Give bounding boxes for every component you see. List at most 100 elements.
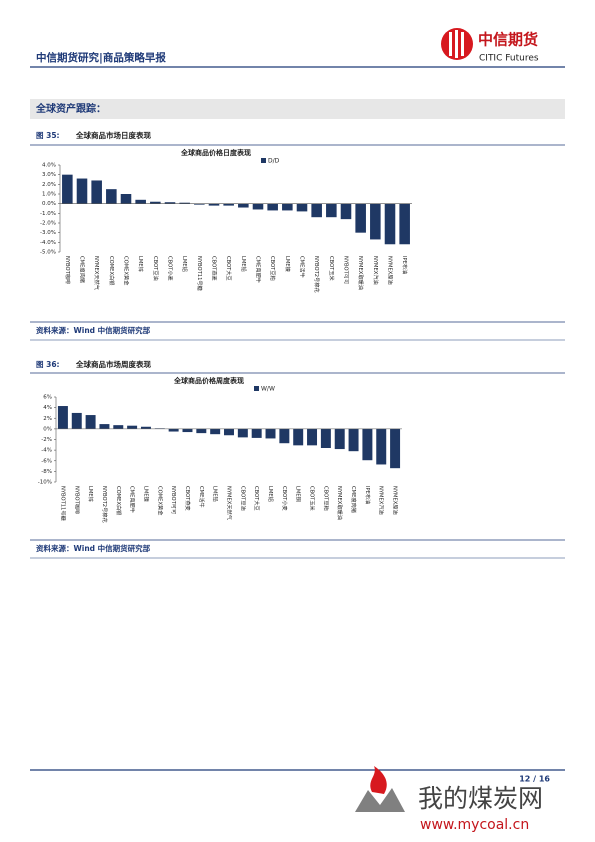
bar xyxy=(113,425,124,429)
bar xyxy=(390,428,401,469)
y-tick-label: 3.0% xyxy=(42,172,56,178)
bar xyxy=(348,428,359,452)
bar xyxy=(399,203,410,245)
legend-label: D/D xyxy=(268,158,280,165)
page-number: 12 / 16 xyxy=(519,775,550,784)
chart-title: 全球商品价格日度表现 xyxy=(180,148,251,157)
bar xyxy=(224,428,234,436)
y-tick-label: -3.0% xyxy=(40,230,56,236)
logo-stripe xyxy=(449,32,452,56)
x-tick-label: COMEX白银 xyxy=(115,486,123,516)
x-tick-label: LME铝 xyxy=(267,486,275,502)
bar xyxy=(194,203,205,205)
logo-stripe xyxy=(461,32,464,56)
x-tick-label: CBOT玉米 xyxy=(309,486,317,512)
x-tick-label: IPE布油 xyxy=(401,256,409,274)
y-tick-label: -10% xyxy=(38,480,52,486)
x-tick-label: NYMEX天然气 xyxy=(226,486,234,520)
bar xyxy=(326,203,337,218)
x-tick-label: LME铅 xyxy=(240,256,248,272)
bar xyxy=(179,202,190,204)
x-tick-label: COMEX黄金 xyxy=(123,256,131,286)
x-tick-label: NYBOT可可 xyxy=(170,486,177,514)
x-tick-label: NYMEX天然气 xyxy=(93,256,101,290)
bar xyxy=(376,428,387,465)
bar xyxy=(370,203,381,240)
bar xyxy=(99,424,110,429)
y-tick-label: -8% xyxy=(41,469,52,475)
x-tick-label: CME瘦肉猪 xyxy=(79,256,87,283)
x-tick-label: CBOT大豆 xyxy=(253,486,261,511)
bar xyxy=(334,428,345,450)
logo-en: CITIC Futures xyxy=(479,54,539,64)
legend-label: W/W xyxy=(261,386,275,393)
y-tick-label: 4.0% xyxy=(42,163,56,169)
x-tick-label: NYMEX原油 xyxy=(387,256,395,285)
figure-source: 资料来源：Wind 中信期货研究部 xyxy=(36,325,151,335)
x-tick-label: CME育肥牛 xyxy=(129,486,137,513)
logo-icon xyxy=(441,28,473,60)
bar xyxy=(251,428,262,438)
y-tick-label: 0% xyxy=(43,426,52,432)
header-title: 中信期货研究|商品策略早报 xyxy=(36,51,166,64)
watermark-name: 我的煤炭网 xyxy=(418,784,543,813)
x-tick-label: LME锌 xyxy=(87,486,95,502)
bar xyxy=(296,203,308,212)
bar xyxy=(135,199,146,204)
bar xyxy=(311,203,322,218)
x-tick-label: CBOT燕麦 xyxy=(211,256,219,282)
bar xyxy=(196,428,207,434)
section-band xyxy=(30,99,565,119)
x-tick-label: NYMEX汽油 xyxy=(372,256,380,285)
bar xyxy=(237,428,248,438)
x-tick-label: NYMEX取暖油 xyxy=(336,486,344,520)
x-tick-label: NYMEX原油 xyxy=(392,486,400,515)
x-tick-label: NYBOT2号棉花 xyxy=(313,256,321,293)
y-tick-label: 4% xyxy=(43,405,52,411)
figure-number: 图 36: xyxy=(36,360,60,369)
x-tick-label: CBOT豆油 xyxy=(152,256,160,281)
legend-swatch xyxy=(254,386,259,391)
bar xyxy=(208,203,220,206)
x-tick-label: COMEX白银 xyxy=(108,256,116,286)
x-tick-label: NYBOT咖啡 xyxy=(64,256,72,284)
x-tick-label: CME育肥牛 xyxy=(255,256,263,283)
bar xyxy=(279,428,290,444)
bar xyxy=(320,428,331,448)
x-tick-label: LME铜 xyxy=(295,486,303,502)
watermark-icon xyxy=(355,766,405,812)
bar xyxy=(384,203,396,245)
x-tick-label: LME铝 xyxy=(181,256,189,272)
x-tick-label: CBOT大豆 xyxy=(225,256,233,281)
x-tick-label: CBOT小麦 xyxy=(281,486,289,512)
bar xyxy=(267,203,278,211)
watermark-url: www.mycoal.cn xyxy=(420,817,529,833)
x-tick-label: CME活牛 xyxy=(299,256,307,278)
y-tick-label: -4.0% xyxy=(40,240,56,246)
bar xyxy=(76,178,88,204)
logo-stripe xyxy=(455,30,458,58)
coal-shape xyxy=(355,788,405,812)
bar xyxy=(307,428,318,446)
x-tick-label: COMEX黄金 xyxy=(156,486,164,516)
bar xyxy=(340,203,352,220)
x-tick-label: NYBOT咖啡 xyxy=(73,486,81,514)
x-tick-label: CBOT燕麦 xyxy=(184,486,192,512)
bar xyxy=(140,426,151,429)
figure-number: 图 35: xyxy=(36,131,60,140)
x-tick-label: LME锌 xyxy=(137,256,145,272)
y-tick-label: -5.0% xyxy=(40,250,56,256)
legend-swatch xyxy=(261,158,266,163)
y-tick-label: -6% xyxy=(41,458,52,464)
x-tick-label: CME活牛 xyxy=(198,486,206,508)
y-tick-label: -4% xyxy=(41,448,52,454)
x-tick-label: LME镍 xyxy=(284,256,292,272)
chart-title: 全球商品价格周度表现 xyxy=(173,376,244,385)
bar xyxy=(62,174,73,204)
x-tick-label: LME铅 xyxy=(212,486,220,502)
bar xyxy=(265,428,276,439)
x-tick-label: CBOT豆油 xyxy=(239,486,247,511)
bar xyxy=(182,428,193,433)
x-tick-label: NYBOT可可 xyxy=(343,256,350,284)
section-title: 全球资产跟踪： xyxy=(35,102,106,115)
